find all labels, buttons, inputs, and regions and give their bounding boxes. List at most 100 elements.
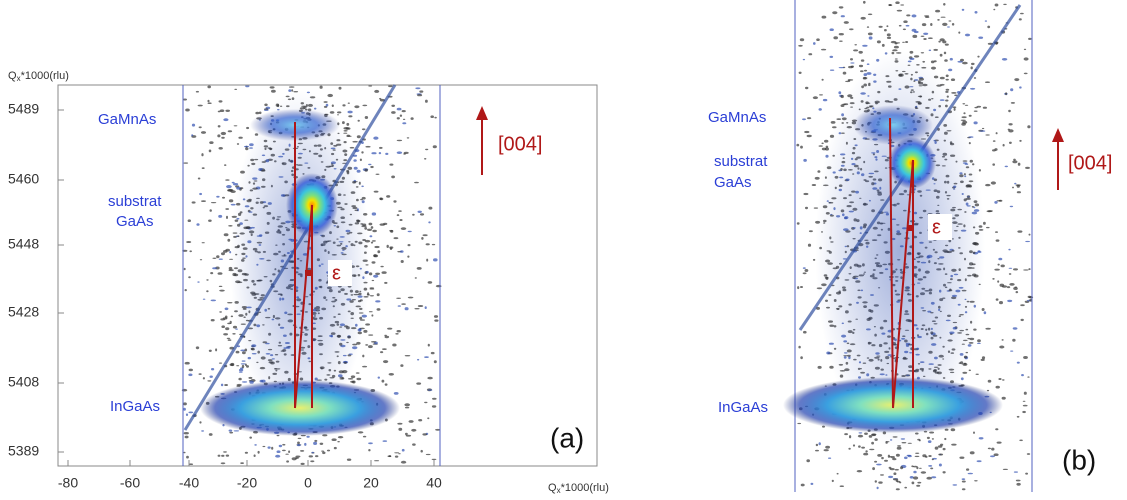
x-tick-label: 40 xyxy=(426,475,442,491)
noise-dot xyxy=(223,451,227,453)
noise-dot xyxy=(183,432,189,435)
noise-dot xyxy=(387,327,393,330)
noise-dot xyxy=(1016,191,1022,194)
noise-dot xyxy=(893,45,899,49)
noise-dot xyxy=(427,389,433,391)
noise-dot xyxy=(911,28,917,32)
noise-dot xyxy=(849,28,854,31)
noise-dot xyxy=(357,119,360,122)
noise-dot xyxy=(183,267,186,271)
noise-dot xyxy=(217,125,221,128)
noise-dot xyxy=(931,438,935,440)
noise-dot xyxy=(355,372,360,374)
noise-dot xyxy=(434,319,439,322)
noise-dot xyxy=(1008,273,1012,275)
noise-dot xyxy=(389,246,394,249)
diffuse xyxy=(815,50,985,450)
noise-dot xyxy=(893,472,897,476)
noise-dot xyxy=(995,428,999,431)
noise-dot xyxy=(368,334,374,336)
noise-dot xyxy=(829,55,834,59)
noise-dot xyxy=(997,263,1000,266)
noise-dot xyxy=(365,323,370,326)
noise-dot xyxy=(1012,160,1018,164)
noise-dot xyxy=(849,435,852,439)
panel-label: (b) xyxy=(1062,444,1096,475)
noise-dot xyxy=(370,241,374,244)
noise-dot xyxy=(240,462,245,464)
noise-dot xyxy=(857,434,864,438)
noise-dot xyxy=(295,455,301,458)
noise-dot xyxy=(207,99,210,103)
noise-dot xyxy=(937,19,940,21)
noise-dot xyxy=(255,111,260,115)
noise-dot xyxy=(987,25,991,29)
noise-dot xyxy=(860,59,865,62)
noise-dot xyxy=(800,356,803,360)
noise-dot xyxy=(209,141,214,145)
noise-dot xyxy=(995,239,1000,242)
noise-dot xyxy=(949,57,953,61)
noise-dot xyxy=(998,257,1003,261)
noise-dot xyxy=(884,459,888,462)
noise-dot xyxy=(392,343,397,347)
noise-dot xyxy=(810,482,814,485)
noise-dot xyxy=(285,453,289,455)
noise-dot xyxy=(920,35,925,37)
noise-dot xyxy=(188,276,191,279)
noise-dot xyxy=(271,446,274,450)
noise-dot xyxy=(402,118,406,120)
strain-label: ε xyxy=(932,216,941,238)
noise-dot xyxy=(933,48,938,51)
noise-dot xyxy=(371,279,375,282)
noise-dot xyxy=(306,435,310,438)
noise-dot xyxy=(930,60,935,64)
noise-dot xyxy=(401,303,406,305)
noise-dot xyxy=(420,449,423,453)
noise-dot xyxy=(1013,268,1018,271)
noise-dot xyxy=(207,85,211,89)
noise-dot xyxy=(876,463,882,466)
noise-dot xyxy=(379,97,382,100)
noise-dot xyxy=(894,468,899,471)
noise-dot xyxy=(800,483,805,487)
noise-dot xyxy=(225,454,230,457)
noise-dot xyxy=(389,163,394,166)
noise-dot xyxy=(1022,410,1026,414)
noise-dot xyxy=(215,348,218,352)
noise-dot xyxy=(1015,184,1021,187)
noise-dot xyxy=(396,139,403,142)
noise-dot xyxy=(1025,472,1028,475)
noise-dot xyxy=(346,122,350,126)
noise-dot xyxy=(195,90,199,93)
noise-dot xyxy=(924,15,930,17)
noise-dot xyxy=(817,365,822,369)
noise-dot xyxy=(229,320,232,324)
noise-dot xyxy=(219,311,223,313)
noise-dot xyxy=(297,441,300,445)
noise-dot xyxy=(389,229,394,232)
noise-dot xyxy=(286,460,289,463)
noise-dot xyxy=(225,109,230,113)
noise-dot xyxy=(207,380,212,382)
noise-dot xyxy=(838,91,842,95)
noise-dot xyxy=(331,104,334,107)
label-bg xyxy=(328,260,352,286)
noise-dot xyxy=(224,164,227,167)
noise-dot xyxy=(424,356,429,358)
noise-dot xyxy=(821,147,827,151)
noise-dot xyxy=(208,219,212,222)
noise-dot xyxy=(982,106,988,109)
noise-dot xyxy=(304,442,307,446)
noise-dot xyxy=(373,190,379,193)
noise-dot xyxy=(977,55,980,58)
noise-dot xyxy=(394,455,399,458)
noise-dot xyxy=(415,87,421,90)
noise-dot xyxy=(928,37,933,39)
noise-dot xyxy=(1023,57,1029,61)
noise-dot xyxy=(184,435,189,439)
noise-dot xyxy=(994,201,998,204)
noise-dot xyxy=(417,358,420,361)
noise-dot xyxy=(319,85,323,89)
noise-dot xyxy=(200,131,207,134)
